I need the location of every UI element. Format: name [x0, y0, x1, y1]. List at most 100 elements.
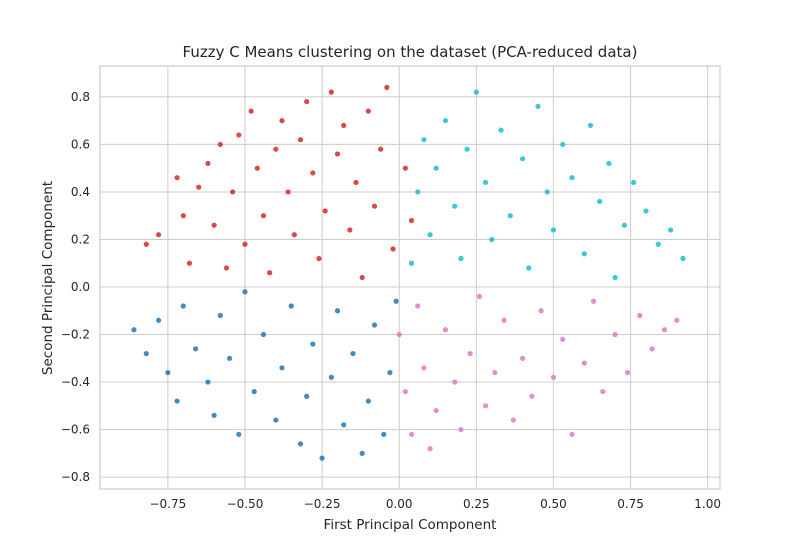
cluster-2-point	[452, 203, 458, 209]
cluster-4-point	[581, 360, 587, 366]
cluster-2-point	[668, 227, 674, 233]
cluster-4-point	[458, 426, 464, 433]
cluster-1-point	[273, 146, 279, 152]
cluster-2-point	[606, 160, 612, 167]
cluster-3-point	[211, 412, 217, 418]
y-tick-labels: −0.8 −0.6 −0.4 −0.2 0.0 0.2 0.4 0.6 0.8	[61, 90, 90, 484]
cluster-3-point	[165, 369, 171, 376]
cluster-3-point	[260, 331, 267, 338]
cluster-1-point	[316, 255, 322, 262]
cluster-1-point	[242, 241, 248, 247]
y-tick-label: 0.2	[71, 232, 90, 246]
y-tick-label: −0.4	[61, 375, 90, 389]
y-tick-label: −0.6	[61, 423, 90, 437]
cluster-1-point	[390, 246, 396, 252]
cluster-3-point	[279, 365, 285, 371]
cluster-1-point	[211, 222, 217, 228]
x-tick-label: −0.75	[149, 497, 186, 511]
cluster-2-point	[458, 255, 464, 262]
cluster-3-point	[319, 455, 325, 461]
cluster-2-point	[519, 156, 526, 162]
cluster-1-point	[402, 165, 408, 171]
y-tick-label: 0.8	[71, 90, 90, 104]
cluster-4-point	[415, 303, 421, 309]
cluster-3-point	[387, 369, 393, 376]
cluster-2-point	[473, 89, 479, 95]
x-tick-label: 0.75	[617, 497, 644, 511]
cluster-1-point	[143, 241, 149, 247]
cluster-1-point	[223, 265, 230, 271]
cluster-4-point	[569, 431, 575, 437]
cluster-4-point	[649, 346, 655, 352]
cluster-3-point	[217, 312, 223, 319]
cluster-2-point	[544, 189, 550, 195]
cluster-3-point	[288, 303, 294, 309]
cluster-1-point	[279, 118, 285, 124]
cluster-4-point	[519, 355, 526, 361]
cluster-2-point	[587, 122, 594, 129]
cluster-4-point	[674, 317, 680, 323]
cluster-3-point	[341, 422, 347, 428]
cluster-3-point	[381, 431, 387, 437]
cluster-1-point	[328, 89, 334, 95]
y-tick-label: −0.8	[61, 470, 90, 484]
cluster-4-point	[421, 365, 427, 371]
cluster-2-point	[569, 175, 575, 181]
cluster-1-point	[365, 108, 371, 114]
cluster-2-point	[631, 179, 637, 186]
y-tick-label: −0.2	[61, 328, 90, 342]
cluster-4-point	[510, 417, 516, 423]
x-gridlines	[167, 66, 709, 489]
cluster-3-point	[350, 350, 356, 357]
cluster-4-point	[408, 431, 415, 437]
cluster-2-point	[489, 236, 495, 243]
cluster-1-point	[353, 179, 359, 186]
cluster-1-point	[254, 165, 260, 171]
cluster-2-point	[507, 213, 513, 219]
cluster-2-point	[526, 265, 532, 271]
cluster-2-point	[482, 179, 489, 186]
chart-title: Fuzzy C Means clustering on the dataset …	[183, 43, 638, 61]
cluster-1-point	[359, 274, 365, 281]
cluster-1-point	[248, 108, 254, 114]
cluster-2-point	[550, 227, 557, 233]
cluster-4-point	[590, 298, 597, 304]
cluster-1-point	[378, 146, 384, 152]
cluster-1-point	[260, 213, 267, 219]
cluster-3-point	[334, 308, 341, 314]
y-tick-label: 0.0	[71, 280, 90, 294]
cluster-2-point	[498, 127, 504, 133]
cluster-3-point	[193, 346, 199, 352]
cluster-2-point	[421, 137, 427, 143]
cluster-1-point	[347, 227, 353, 233]
cluster-1-point	[341, 122, 347, 129]
cluster-2-point	[621, 222, 627, 228]
cluster-3-point	[226, 355, 233, 361]
cluster-1-point	[174, 175, 180, 181]
cluster-3-point	[297, 441, 304, 447]
cluster-3-point	[371, 322, 378, 328]
cluster-1-point	[156, 232, 162, 238]
cluster-4-point	[612, 331, 618, 338]
cluster-3-point	[328, 374, 334, 380]
y-axis-label: Second Principal Component	[40, 181, 56, 375]
cluster-4-point	[427, 446, 433, 452]
cluster-3-point	[251, 388, 257, 395]
x-tick-label: 1.00	[694, 497, 721, 511]
cluster-4-point	[452, 379, 458, 385]
cluster-2-point	[535, 103, 541, 109]
cluster-1-point	[285, 189, 291, 195]
cluster-1-point	[180, 213, 186, 219]
cluster-4-point	[442, 327, 449, 333]
x-axis-label: First Principal Component	[324, 517, 497, 533]
cluster-2-point	[408, 260, 415, 266]
cluster-2-point	[560, 141, 566, 148]
x-tick-label: −0.50	[227, 497, 264, 511]
cluster-4-point	[482, 403, 489, 409]
cluster-4-point	[476, 293, 482, 300]
cluster-4-point	[637, 312, 643, 319]
cluster-2-point	[655, 241, 661, 247]
cluster-1-point	[408, 217, 415, 224]
cluster-2-point	[680, 255, 686, 262]
cluster-3-point	[205, 379, 211, 385]
